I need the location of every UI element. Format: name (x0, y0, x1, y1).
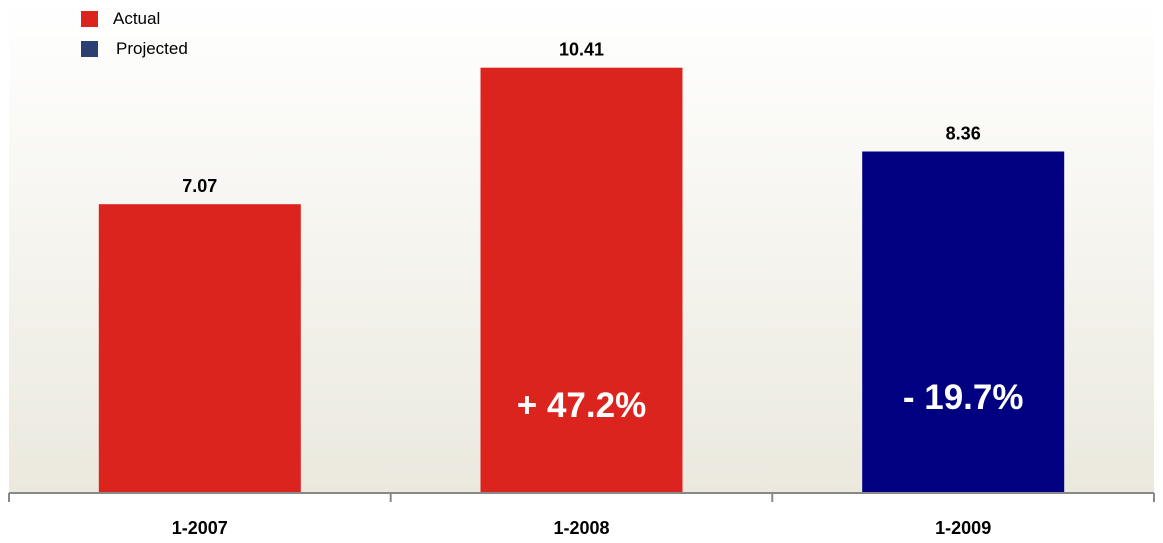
bar-1-2008 (480, 67, 683, 493)
change-label-1-2009: - 19.7% (903, 378, 1024, 417)
legend-label-actual: Actual (113, 9, 161, 28)
legend-swatch-projected (81, 41, 98, 57)
x-tick-label-1-2007: 1-2007 (172, 518, 228, 538)
data-label-1-2008: 10.41 (559, 40, 604, 60)
x-axis: 1-2007 1-2008 1-2009 (8, 492, 1155, 538)
legend: Actual Projected (81, 4, 188, 64)
change-label-1-2008: + 47.2% (517, 386, 646, 425)
x-tick-label-1-2009: 1-2009 (935, 518, 991, 538)
data-label-1-2007: 7.07 (182, 176, 217, 196)
labels-layer: 7.07 10.41 + 47.2% 8.36 - 19.7% (182, 40, 1023, 425)
bars-layer (98, 67, 1065, 493)
legend-item-actual: Actual (81, 4, 188, 34)
legend-swatch-actual (81, 11, 98, 27)
legend-item-projected: Projected (81, 34, 188, 64)
data-label-1-2009: 8.36 (946, 124, 981, 144)
legend-label-projected: Projected (116, 39, 188, 58)
x-tick-label-1-2008: 1-2008 (553, 518, 609, 538)
bar-1-2009 (862, 151, 1065, 493)
bar-1-2007 (98, 204, 301, 493)
